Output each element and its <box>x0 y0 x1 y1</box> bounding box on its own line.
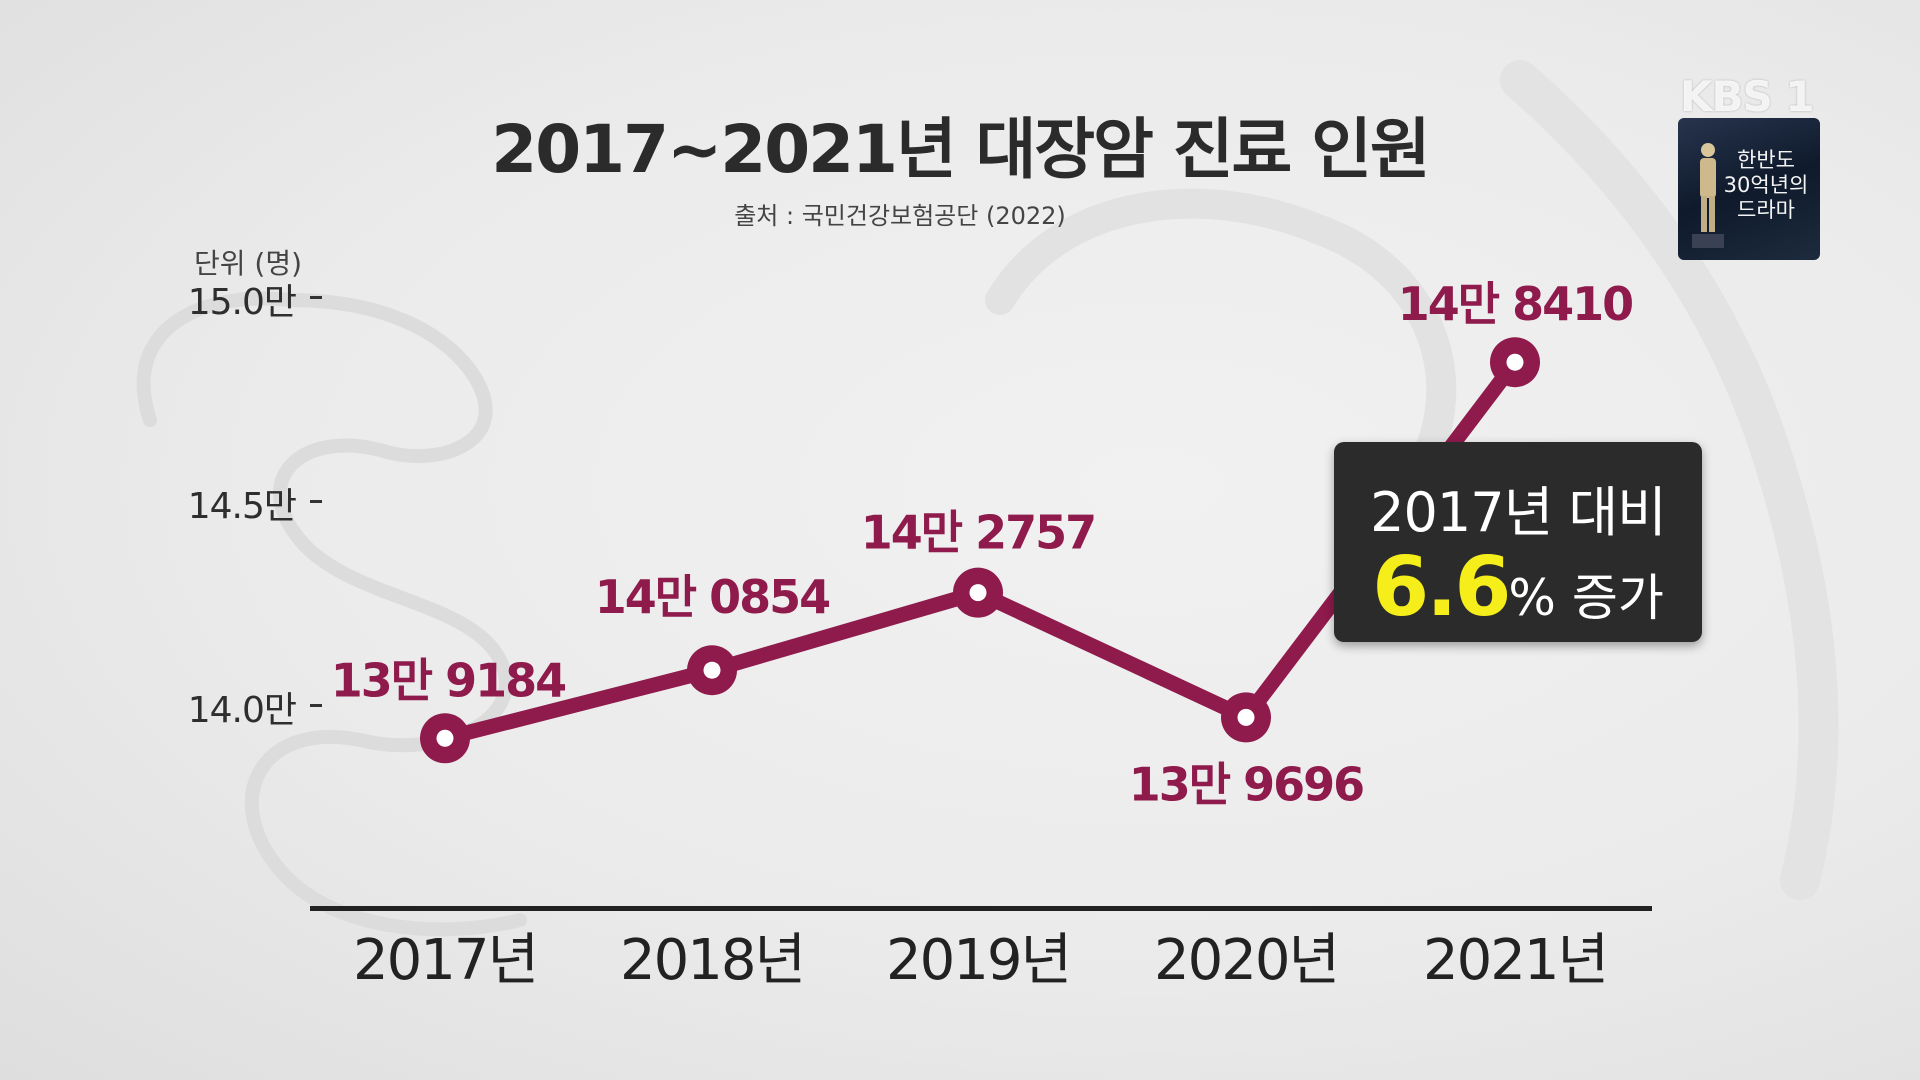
y-tick-mark <box>310 704 322 707</box>
y-tick-mark <box>310 296 322 300</box>
kbs-logo: KBS 1 <box>1680 72 1815 121</box>
data-point-center <box>969 584 987 602</box>
unit-label: 단위 (명) <box>194 247 303 280</box>
data-label: 14만 8410 <box>1398 277 1632 331</box>
data-label: 13만 9696 <box>1129 757 1363 811</box>
data-labels-group: 13만 9184 14만 0854 14만 2757 13만 9696 14만 8410 <box>331 277 1634 811</box>
figure-icon <box>1692 143 1724 248</box>
y-tick-label: 15.0만 <box>187 282 297 324</box>
program-badge-text: 한반도 30억년의 드라마 <box>1718 148 1814 223</box>
program-badge-line: 30억년의 <box>1723 173 1809 197</box>
x-axis-line <box>310 906 1652 911</box>
x-tick-label: 2017년 <box>352 928 539 993</box>
data-point-center <box>703 661 721 679</box>
data-points-group <box>420 337 1540 764</box>
callout-percent-value: 6.6 <box>1372 540 1511 635</box>
chart-title: 2017~2021년 대장암 진료 인원 <box>491 111 1430 188</box>
data-label: 14만 2757 <box>861 506 1095 560</box>
increase-callout: 2017년 대비 6.6% 증가 <box>1334 442 1702 642</box>
chart-source: 출처 : 국민건강보험공단 (2022) <box>734 202 1066 230</box>
y-tick-label: 14.5만 <box>187 486 297 528</box>
callout-text: 2017년 대비 <box>1370 481 1667 544</box>
data-label: 14만 0854 <box>595 570 829 624</box>
x-tick-label: 2021년 <box>1422 928 1609 993</box>
data-label: 13만 9184 <box>331 653 565 707</box>
callout-percent-text: % 증가 <box>1508 569 1664 627</box>
x-tick-label: 2020년 <box>1153 928 1340 993</box>
program-badge-line: 드라마 <box>1737 198 1795 222</box>
program-badge-line: 한반도 <box>1737 148 1795 172</box>
callout-highlight: 6.6% 증가 <box>1334 540 1702 635</box>
data-point-center <box>1237 708 1255 726</box>
data-point-center <box>436 729 454 747</box>
x-tick-label: 2019년 <box>885 928 1072 993</box>
y-tick-mark <box>310 500 322 504</box>
x-tick-label: 2018년 <box>619 928 806 993</box>
data-point-center <box>1506 353 1524 371</box>
program-badge: 한반도 30억년의 드라마 <box>1678 118 1820 260</box>
y-tick-label: 14.0만 <box>187 690 297 731</box>
